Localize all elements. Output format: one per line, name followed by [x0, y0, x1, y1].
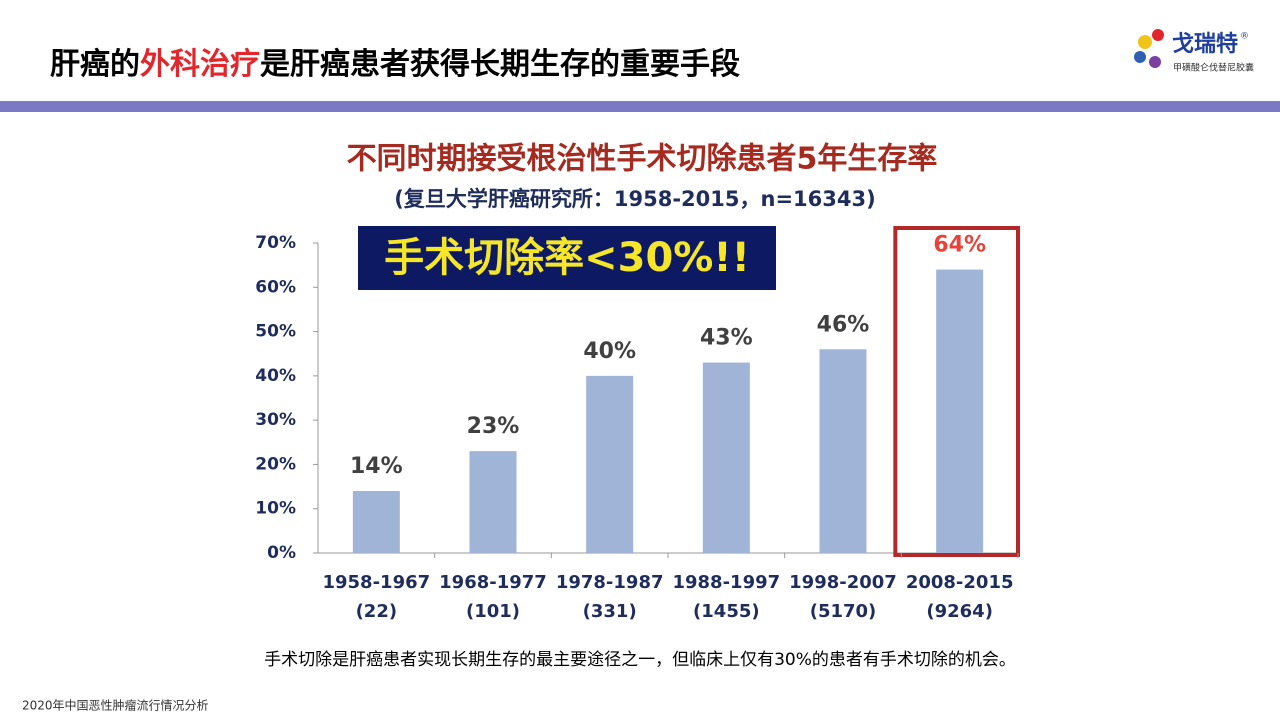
value-label: 43% [700, 326, 753, 351]
annotation-box [358, 226, 776, 290]
logo-dot [1138, 35, 1152, 49]
slide-title: 肝癌的外科治疗是肝癌患者获得长期生存的重要手段 [50, 47, 740, 82]
y-tick-label: 20% [255, 454, 296, 474]
title-part: 肝癌的 [50, 47, 140, 82]
y-tick-label: 0% [267, 543, 296, 563]
x-tick-count: (101) [466, 601, 520, 622]
value-label: 64% [933, 233, 986, 258]
title-highlight: 外科治疗 [140, 47, 260, 82]
bar [352, 491, 400, 553]
bar [702, 362, 750, 553]
x-tick-label: 1958-1967 [322, 572, 430, 593]
y-tick-label: 60% [255, 277, 296, 297]
chart-subtitle: (复旦大学肝癌研究所：1958-2015，n=16343) [394, 187, 875, 211]
value-label: 46% [817, 312, 870, 337]
bar [586, 375, 634, 553]
bar [936, 269, 984, 553]
x-tick-count: (1455) [693, 601, 760, 622]
bar [819, 349, 867, 553]
logo-dot [1152, 29, 1164, 41]
value-label: 14% [350, 454, 403, 479]
y-tick-label: 10% [255, 499, 296, 519]
x-tick-count: (331) [583, 601, 637, 622]
y-tick-label: 50% [255, 322, 296, 342]
y-tick-label: 70% [255, 233, 296, 253]
x-tick-count: (9264) [926, 601, 993, 622]
x-tick-label: 2008-2015 [906, 572, 1014, 593]
title-part: 是肝癌患者获得长期生存的重要手段 [260, 47, 740, 82]
y-tick-label: 40% [255, 366, 296, 386]
x-tick-label: 1968-1977 [439, 572, 547, 593]
logo-subtitle: 甲磺酸仑伐替尼胶囊 [1173, 62, 1254, 74]
annotation: 手术切除率<30%!! [384, 235, 750, 281]
x-tick-label: 1988-1997 [672, 572, 780, 593]
caption: 手术切除是肝癌患者实现长期生存的最主要途径之一，但临床上仅有30%的患者有手术切… [264, 650, 1016, 670]
logo-dot [1134, 51, 1146, 63]
y-tick-label: 30% [255, 410, 296, 430]
bar [469, 451, 517, 553]
title-rule [0, 101, 1280, 112]
logo-dot [1149, 56, 1161, 68]
value-label: 40% [583, 339, 636, 364]
value-label: 23% [467, 414, 520, 439]
highlight-box [893, 226, 1020, 557]
x-tick-count: (22) [356, 601, 398, 622]
x-tick-count: (5170) [810, 601, 877, 622]
logo-mark: ® [1240, 32, 1249, 42]
x-tick-label: 1998-2007 [789, 572, 897, 593]
x-tick-label: 1978-1987 [556, 572, 664, 593]
footnote: 2020年中国恶性肿瘤流行情况分析 [22, 698, 209, 713]
chart-title: 不同时期接受根治性手术切除患者5年生存率 [347, 142, 938, 177]
logo: 戈瑞特 ® 甲磺酸仑伐替尼胶囊 [1134, 29, 1254, 74]
logo-name: 戈瑞特 [1172, 31, 1238, 57]
